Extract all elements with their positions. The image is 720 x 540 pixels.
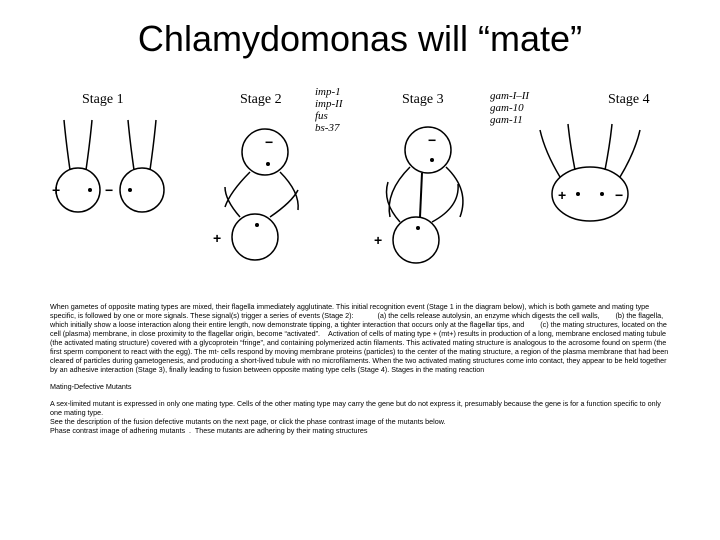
diagram-svg [50, 72, 670, 292]
paragraph-mutants: A sex-limited mutant is expressed in onl… [50, 399, 670, 435]
minus-sign: − [428, 132, 436, 148]
plus-sign: + [374, 232, 382, 248]
stage4-cell [540, 124, 640, 221]
stage2-label: Stage 2 [240, 92, 282, 108]
slide: Chlamydomonas will “mate” [0, 0, 720, 540]
paragraph-heading: Mating-Defective Mutants [50, 382, 670, 391]
paragraph-main: When gametes of opposite mating types ar… [50, 302, 670, 374]
minus-sign: − [615, 187, 623, 203]
stage3-label: Stage 3 [402, 92, 444, 108]
mating-diagram: Stage 1 Stage 2 Stage 3 Stage 4 imp-1 im… [50, 72, 670, 292]
gene-group-2: gam-I–II gam-10 gam-11 [490, 90, 529, 126]
minus-sign: − [105, 182, 113, 198]
body-text: When gametes of opposite mating types ar… [50, 302, 670, 435]
plus-sign: + [213, 230, 221, 246]
stage1-label: Stage 1 [82, 92, 124, 108]
minus-sign: − [265, 134, 273, 150]
stage4-label: Stage 4 [608, 92, 650, 108]
gene-group-1: imp-1 imp-II fus bs-37 [315, 86, 343, 134]
plus-sign: + [558, 187, 566, 203]
stage2-cells [225, 129, 298, 260]
stage3-cells [387, 127, 463, 263]
page-title: Chlamydomonas will “mate” [50, 18, 670, 60]
stage1-cells [56, 120, 164, 212]
plus-sign: + [52, 182, 60, 198]
